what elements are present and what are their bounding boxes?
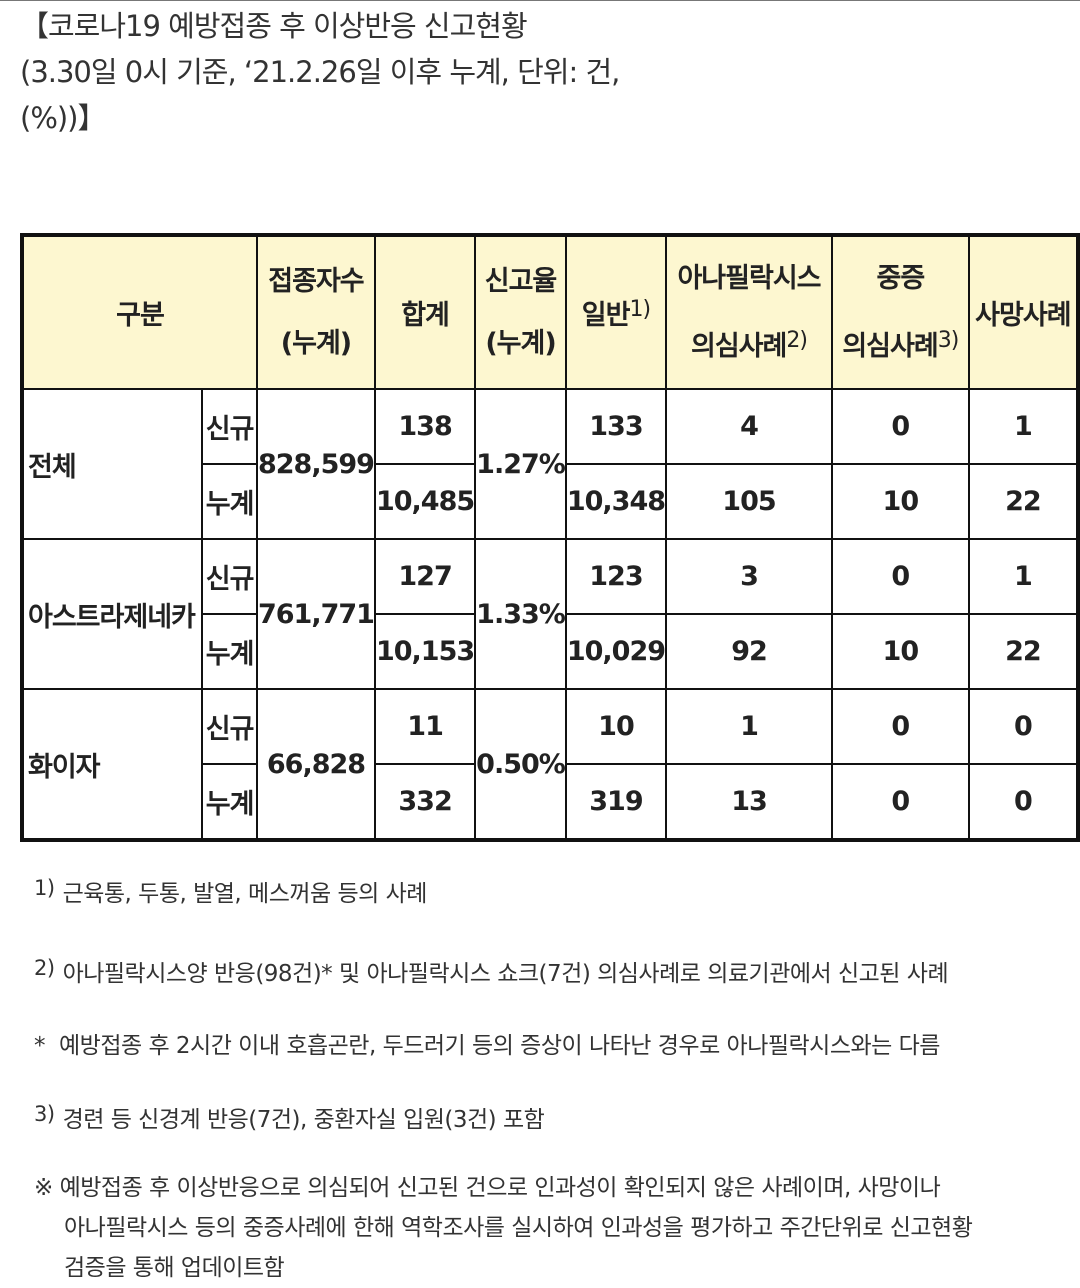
total-cell: 332 [373,763,477,841]
death-cell: 0 [967,688,1080,765]
table-row: 누계 10,153 10,029 92 10 22 [22,613,1080,690]
rate-cell: 1.27% [474,388,567,540]
rate-cell: 1.33% [474,538,567,690]
reference-line-1: 예방접종 후 이상반응으로 의심되어 신고된 건으로 인과성이 확인되지 않은 … [59,1175,941,1201]
row-type: 신규 [201,388,258,465]
header-severe: 중증 의심사례3) [830,234,970,390]
reference-line-3: 검증을 통해 업데이트함 [64,1255,285,1281]
death-cell: 1 [967,538,1080,615]
severe-cell: 0 [830,538,970,615]
total-cell: 138 [373,388,477,465]
title-line-2: (3.30일 0시 기준, ‘21.2.26일 이후 누계, 단위: 건, [20,55,620,89]
group-label: 화이자 [20,688,204,841]
footnote-1: 1) 근육통, 두통, 발열, 메스꺼움 등의 사례 [34,876,427,907]
anaphylaxis-cell: 4 [665,388,833,465]
severe-cell: 0 [830,763,970,841]
anaphylaxis-cell: 92 [665,613,833,690]
general-cell: 123 [564,538,668,615]
anaphylaxis-cell: 1 [665,688,833,765]
header-gubun: 구분 [21,234,258,390]
header-anaphylaxis: 아나필락시스 의심사례2) [665,234,833,390]
header-total: 합계 [373,234,477,390]
header-general: 일반1) [564,234,668,390]
general-cell: 10 [564,688,668,765]
death-cell: 22 [967,463,1080,540]
header-row: 구분 접종자수 (누계) 합계 신고율 (누계) 일반1) 아나필락시스 의심사례2)… [21,234,1080,390]
total-cell: 10,485 [373,463,477,540]
general-cell: 10,348 [564,463,668,540]
row-type: 누계 [201,763,258,841]
report-title: 【코로나19 예방접종 후 이상반응 신고현황 (3.30일 0시 기준, ‘2… [20,3,1060,141]
death-cell: 0 [967,763,1080,841]
row-type: 누계 [201,613,258,690]
table-row: 누계 10,485 10,348 105 10 22 [22,463,1080,540]
row-type: 신규 [201,688,258,765]
table-row: 아스트라제네카 신규 761,771 127 1.33% 123 3 0 1 [20,538,1080,690]
severe-cell: 0 [830,688,970,765]
rate-cell: 0.50% [474,688,567,841]
vaccinated-cell: 828,599 [255,388,376,540]
header-death: 사망사례 [967,234,1080,390]
header-vaccinated: 접종자수 (누계) [255,234,376,390]
row-type: 신규 [201,538,258,615]
footnote-2: 2) 아나필락시스양 반응(98건)* 및 아나필락시스 쇼크(7건) 의심사례로… [34,956,949,987]
death-cell: 1 [967,388,1080,465]
title-line-1: 【코로나19 예방접종 후 이상반응 신고현황 [20,9,528,43]
adverse-reaction-table: 구분 접종자수 (누계) 합계 신고율 (누계) 일반1) 아나필락시스 의심사례2)… [20,233,1080,842]
reference-mark: ※ [34,1175,53,1201]
vaccinated-cell: 66,828 [255,688,376,841]
anaphylaxis-cell: 3 [665,538,833,615]
general-cell: 133 [564,388,668,465]
footnote-3: 3) 경련 등 신경계 반응(7건), 중환자실 입원(3건) 포함 [34,1102,545,1133]
header-rate: 신고율 (누계) [474,234,567,390]
anaphylaxis-cell: 13 [665,763,833,841]
severe-cell: 10 [830,463,970,540]
death-cell: 22 [967,613,1080,690]
row-type: 누계 [201,463,258,540]
group-label: 아스트라제네카 [20,538,204,690]
general-cell: 10,029 [564,613,668,690]
table-row: 누계 332 319 13 0 0 [22,763,1080,841]
severe-cell: 0 [830,388,970,465]
anaphylaxis-cell: 105 [665,463,833,540]
title-line-3: (%))】 [20,101,107,135]
severe-cell: 10 [830,613,970,690]
top-divider [0,0,1080,1]
total-cell: 127 [373,538,477,615]
reference-note: ※ 예방접종 후 이상반응으로 의심되어 신고된 건으로 인과성이 확인되지 않… [34,1168,973,1288]
total-cell: 10,153 [373,613,477,690]
general-cell: 319 [564,763,668,841]
table-row: 전체 신규 828,599 138 1.27% 133 4 0 1 [20,388,1080,540]
reference-line-2: 아나필락시스 등의 중증사례에 한해 역학조사를 실시하여 인과성을 평가하고 … [64,1215,973,1241]
footnote-asterisk: * 예방접종 후 2시간 이내 호흡곤란, 두드러기 등의 증상이 나타난 경우로… [34,1033,940,1059]
total-cell: 11 [373,688,477,765]
table-row: 화이자 신규 66,828 11 0.50% 10 1 0 0 [20,688,1080,841]
vaccinated-cell: 761,771 [255,538,376,690]
group-label: 전체 [20,388,204,540]
